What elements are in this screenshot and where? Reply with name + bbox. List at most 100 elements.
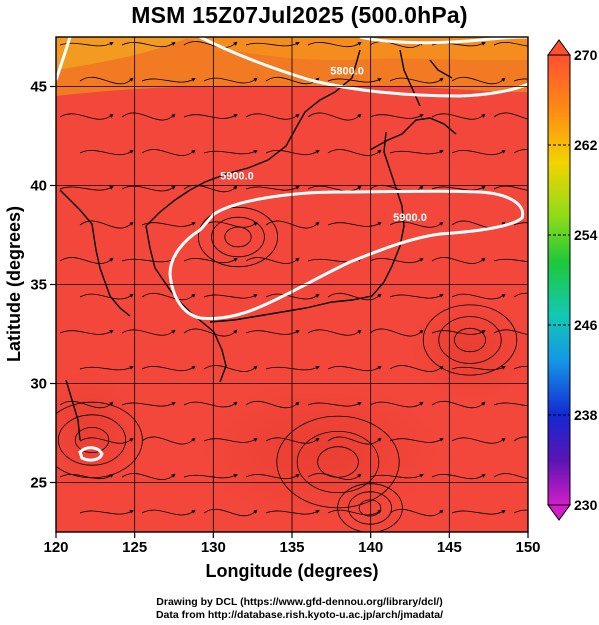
streamline — [389, 294, 444, 299]
streamline — [327, 509, 382, 516]
x-tick-label: 145 — [437, 539, 462, 556]
x-tick-label: 150 — [515, 539, 540, 556]
footer-credit-dcl: Drawing by DCL (https://www.gfd-dennou.o… — [156, 596, 443, 608]
streamline — [327, 221, 382, 227]
streamline — [121, 258, 176, 263]
streamline-vortex — [197, 206, 278, 268]
contour-label: 5800.0 — [330, 66, 364, 78]
streamline — [183, 474, 238, 479]
streamline — [513, 222, 528, 226]
streamline — [327, 436, 382, 445]
streamline — [327, 149, 382, 156]
streamline — [79, 510, 134, 515]
streamline — [203, 150, 258, 155]
streamline — [327, 365, 382, 372]
y-tick-label: 35 — [30, 277, 47, 294]
streamline — [265, 510, 320, 515]
streamline — [59, 186, 114, 191]
streamline — [493, 185, 528, 191]
streamline-vortex — [211, 216, 265, 258]
streamline — [59, 329, 114, 335]
y-tick-label: 40 — [30, 178, 47, 195]
streamline — [451, 510, 506, 515]
x-tick-label: 135 — [279, 539, 304, 556]
streamline — [59, 257, 114, 264]
streamline — [369, 401, 424, 408]
streamline — [369, 328, 424, 337]
streamline — [203, 77, 258, 84]
streamline — [513, 292, 528, 298]
streamline — [389, 221, 444, 228]
streamline — [79, 293, 134, 300]
streamline — [245, 42, 300, 47]
streamline-vortex — [438, 316, 502, 364]
streamline — [307, 185, 362, 192]
streamline — [183, 113, 238, 119]
streamline — [369, 41, 424, 48]
streamline — [183, 41, 238, 48]
streamline — [493, 473, 528, 480]
plot-frame — [55, 36, 529, 533]
streamline — [369, 257, 424, 264]
streamline — [245, 329, 300, 335]
streamline — [141, 436, 196, 445]
streamline — [389, 77, 444, 84]
colorbar-tick-label: 230 — [574, 497, 598, 513]
colorbar-tick-label: 270 — [574, 47, 598, 63]
streamline — [121, 329, 176, 336]
streamline — [245, 186, 300, 191]
streamline — [389, 365, 444, 372]
streamline — [141, 149, 196, 156]
streamline — [493, 258, 528, 262]
streamline-vortex — [58, 414, 126, 466]
streamline — [307, 112, 362, 121]
streamline — [79, 437, 134, 444]
colorbar-tick-label: 262 — [574, 137, 598, 153]
y-tick-label: 25 — [30, 475, 47, 492]
footer-credit-data: Data from http://database.rish.kyoto-u.a… — [155, 609, 444, 621]
streamline-vortex — [453, 327, 486, 353]
x-tick-label: 130 — [201, 539, 226, 556]
streamline — [141, 78, 196, 83]
streamline — [265, 220, 320, 229]
streamline-vortex — [347, 491, 392, 525]
streamline — [245, 400, 300, 409]
streamline-vortex — [224, 226, 252, 248]
x-tick-label: 125 — [122, 539, 147, 556]
streamline — [59, 400, 114, 409]
x-tick-label: 120 — [43, 539, 68, 556]
streamline — [493, 41, 528, 47]
streamline — [59, 473, 114, 480]
streamline — [389, 150, 444, 155]
streamline — [307, 402, 362, 407]
streamline — [121, 473, 176, 480]
streamline — [203, 508, 258, 517]
streamline — [265, 293, 320, 300]
streamline — [327, 292, 382, 301]
streamline — [493, 112, 528, 120]
streamline — [431, 473, 486, 480]
streamline — [183, 257, 238, 264]
colorbar-min-arrow — [547, 504, 571, 521]
streamline — [121, 185, 176, 192]
streamline-vortex — [74, 426, 110, 453]
streamline — [141, 221, 196, 227]
streamline — [431, 400, 486, 409]
streamline — [121, 402, 176, 407]
streamline — [265, 437, 320, 444]
streamline — [79, 220, 134, 229]
streamline-vortex — [317, 446, 359, 478]
streamline — [431, 257, 486, 264]
streamline — [389, 437, 444, 443]
streamline — [513, 436, 528, 442]
streamline — [183, 184, 238, 193]
streamline — [265, 366, 320, 371]
streamline — [245, 113, 300, 120]
colorbar-tick-label: 246 — [574, 317, 598, 333]
streamline — [121, 112, 176, 121]
streamline — [183, 401, 238, 408]
streamline — [265, 149, 320, 156]
streamline — [183, 328, 238, 337]
streamline — [203, 365, 258, 372]
